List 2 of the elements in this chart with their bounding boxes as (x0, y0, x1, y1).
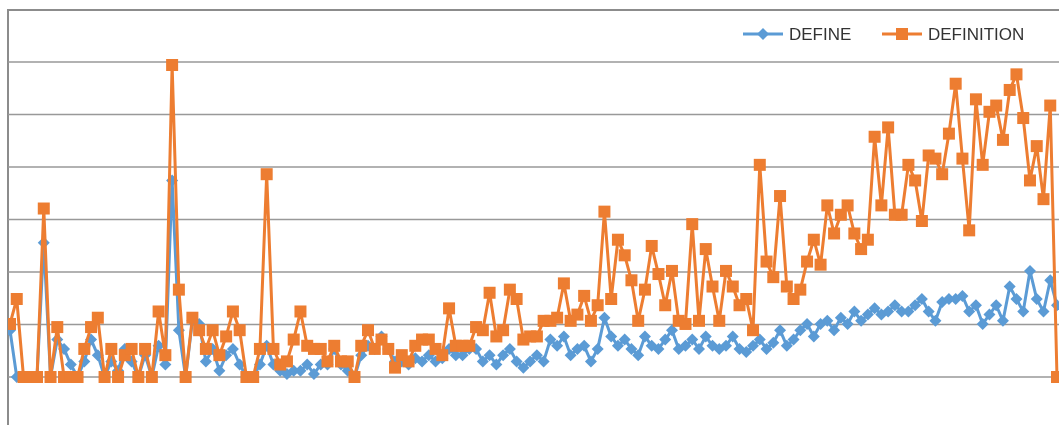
legend-label: DEFINITION (928, 25, 1025, 44)
legend-label: DEFINE (789, 25, 852, 44)
